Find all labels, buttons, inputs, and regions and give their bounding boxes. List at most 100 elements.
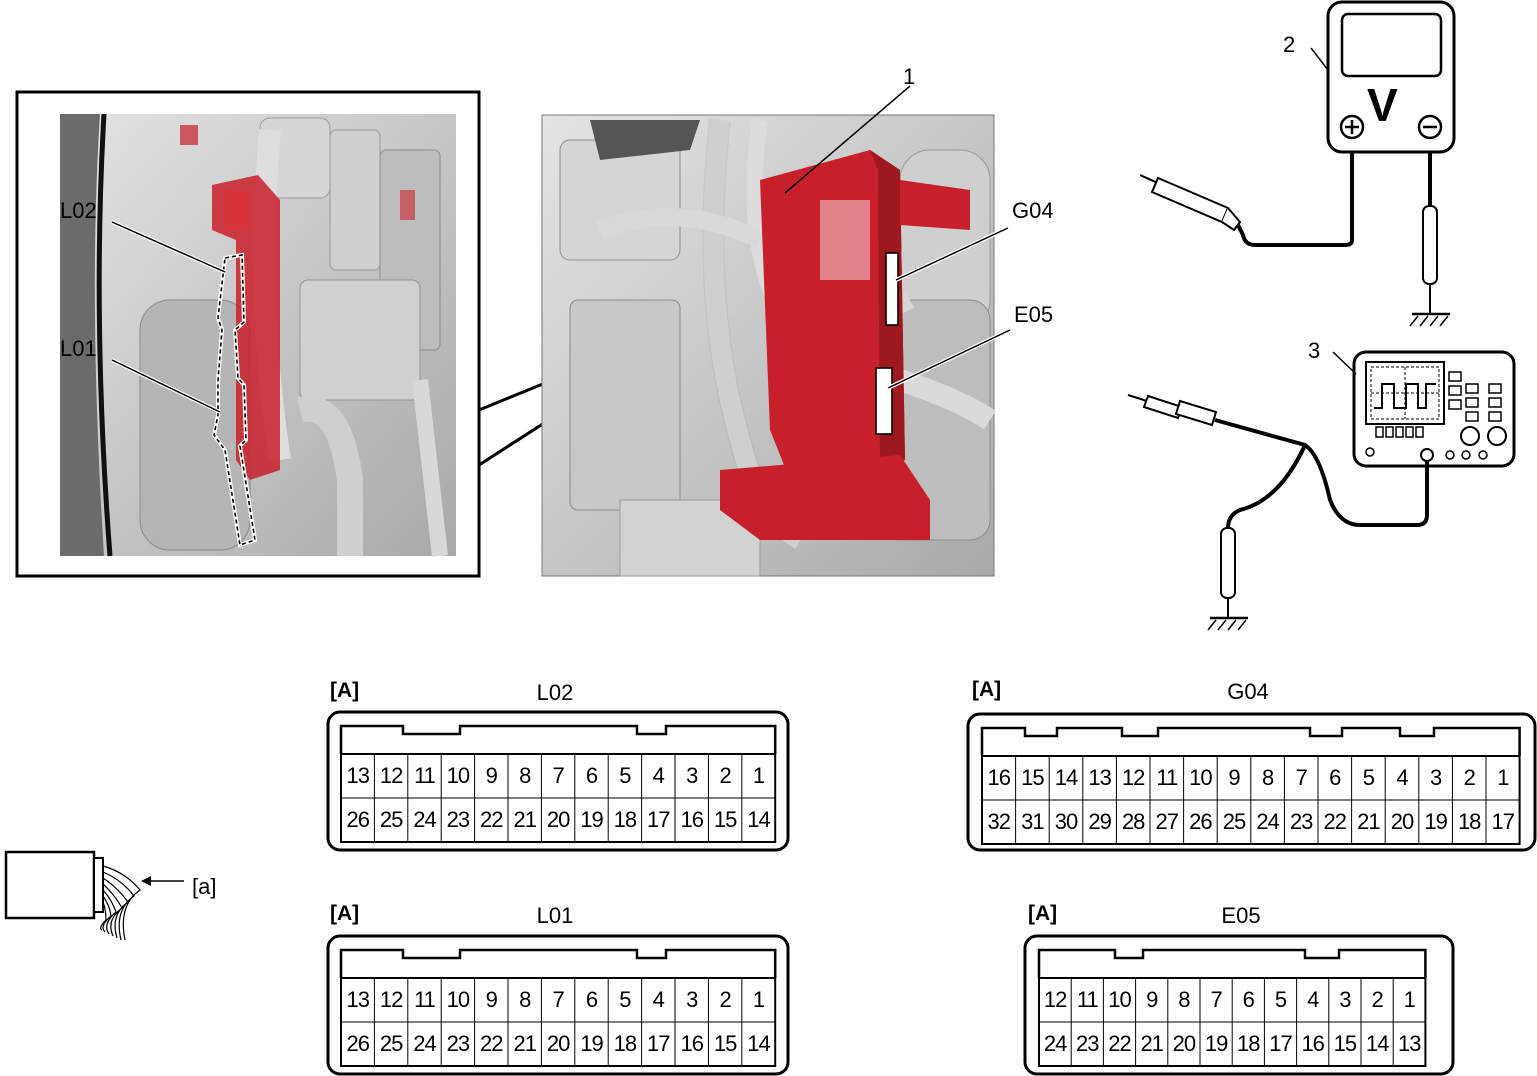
callout-item-2: 2 <box>1283 32 1296 57</box>
harness-side-view-icon <box>4 850 184 941</box>
terminal-number: 11 <box>414 987 436 1012</box>
callout-wire-a: [a] <box>192 874 217 899</box>
terminal-number: 11 <box>414 763 436 788</box>
terminal-number: 20 <box>546 807 570 832</box>
ecu-location-picture <box>541 85 1011 577</box>
terminal-number: 22 <box>480 807 503 832</box>
terminal-number: 7 <box>1210 987 1222 1012</box>
terminal-number: 12 <box>1043 987 1067 1012</box>
terminal-number: 10 <box>1189 765 1212 790</box>
terminal-number: 17 <box>1491 809 1515 834</box>
terminal-number: 5 <box>1274 987 1287 1012</box>
terminal-number: 2 <box>1371 987 1383 1012</box>
terminal-number: 9 <box>1146 987 1158 1012</box>
terminal-number: 19 <box>1424 809 1447 834</box>
terminal-number: 19 <box>580 1031 603 1056</box>
terminal-number: 26 <box>1189 809 1212 834</box>
terminal-number: 12 <box>1121 765 1145 790</box>
terminal-number: 25 <box>379 807 403 832</box>
terminal-number: 15 <box>1333 1031 1357 1056</box>
callout-g04: G04 <box>1012 198 1054 223</box>
terminal-number: 13 <box>346 763 369 788</box>
connector-key-outline <box>1037 948 1427 978</box>
terminal-number: 25 <box>379 1031 403 1056</box>
terminal-number: 1 <box>752 987 765 1012</box>
terminal-number: 9 <box>485 763 498 788</box>
terminal-number: 20 <box>1172 1031 1196 1056</box>
terminal-number: 14 <box>1365 1031 1389 1056</box>
connector-view-tag: [A] <box>1028 902 1058 925</box>
terminal-number: 26 <box>346 1031 369 1056</box>
callout-item-3: 3 <box>1308 338 1321 363</box>
terminal-number: 18 <box>1237 1031 1260 1056</box>
callout-inset-l01: L01 <box>60 336 97 361</box>
callout-item-1: 1 <box>903 64 916 89</box>
terminal-number: 11 <box>1076 987 1099 1012</box>
terminal-number: 25 <box>1222 809 1246 834</box>
terminal-number: 28 <box>1121 809 1145 834</box>
terminal-number: 2 <box>719 987 731 1012</box>
terminal-number: 19 <box>1204 1031 1228 1056</box>
terminal-number: 16 <box>1301 1031 1324 1056</box>
terminal-number: 13 <box>346 987 369 1012</box>
terminal-number: 26 <box>346 807 369 832</box>
terminal-number: 22 <box>480 1031 503 1056</box>
terminal-number: 14 <box>747 1031 770 1056</box>
callout-inset-l02: L02 <box>60 198 97 223</box>
terminal-number: 10 <box>446 987 470 1012</box>
terminal-number: 7 <box>1295 765 1308 790</box>
terminal-number: 21 <box>1140 1031 1163 1056</box>
connector-title: E05 <box>1221 903 1261 928</box>
callout-e05: E05 <box>1014 302 1054 327</box>
zoom-inset-picture <box>15 90 481 578</box>
terminal-number: 4 <box>652 763 665 788</box>
connector-view-tag: [A] <box>972 678 1002 701</box>
terminal-number: 22 <box>1323 809 1347 834</box>
terminal-number: 5 <box>1362 765 1375 790</box>
oscilloscope-icon <box>1127 350 1516 631</box>
terminal-number: 1 <box>1497 765 1509 790</box>
terminal-number: 1 <box>1403 987 1416 1012</box>
terminal-number: 32 <box>987 809 1011 834</box>
terminal-number: 11 <box>1156 765 1178 790</box>
connector-key-outline <box>980 726 1521 756</box>
terminal-number: 12 <box>379 987 403 1012</box>
terminal-number: 16 <box>680 807 703 832</box>
voltmeter-display-symbol: V <box>1367 79 1398 131</box>
terminal-number: 18 <box>1457 809 1481 834</box>
terminal-number: 14 <box>747 807 770 832</box>
terminal-number: 2 <box>719 763 731 788</box>
terminal-number: 5 <box>619 987 631 1012</box>
terminal-number: 2 <box>1463 765 1476 790</box>
terminal-number: 15 <box>713 807 737 832</box>
terminal-number: 6 <box>1329 765 1341 790</box>
terminal-number: 10 <box>446 763 470 788</box>
terminal-number: 6 <box>1242 987 1255 1012</box>
terminal-number: 8 <box>1178 987 1190 1012</box>
terminal-number: 17 <box>1269 1031 1292 1056</box>
terminal-number: 24 <box>1256 809 1279 834</box>
terminal-number: 6 <box>585 763 598 788</box>
terminal-number: 6 <box>585 987 598 1012</box>
terminal-number: 21 <box>1357 809 1380 834</box>
terminal-number: 13 <box>1088 765 1111 790</box>
connector-title: L01 <box>536 903 574 928</box>
terminal-number: 20 <box>546 1031 570 1056</box>
terminal-number: 8 <box>519 763 531 788</box>
terminal-number: 17 <box>647 1031 670 1056</box>
terminal-number: 30 <box>1054 809 1078 834</box>
terminal-number: 19 <box>580 807 603 832</box>
terminal-number: 21 <box>513 807 536 832</box>
terminal-number: 3 <box>686 763 698 788</box>
terminal-number: 10 <box>1108 987 1131 1012</box>
terminal-number: 15 <box>713 1031 737 1056</box>
terminal-number: 23 <box>446 807 470 832</box>
terminal-number: 3 <box>1339 987 1351 1012</box>
terminal-number: 29 <box>1088 809 1111 834</box>
terminal-number: 24 <box>413 807 436 832</box>
terminal-number: 5 <box>619 763 631 788</box>
terminal-number: 24 <box>413 1031 436 1056</box>
terminal-number: 24 <box>1043 1031 1067 1056</box>
terminal-number: 22 <box>1108 1031 1131 1056</box>
